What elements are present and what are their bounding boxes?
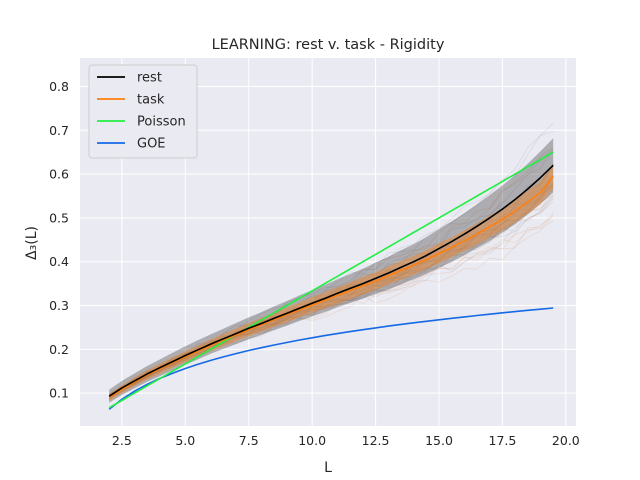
y-tick-label: 0.4 <box>49 254 69 269</box>
x-tick-label: 20.0 <box>552 433 580 448</box>
subject-trace <box>108 195 554 400</box>
subject-trace <box>108 197 554 396</box>
subject-trace <box>108 187 554 400</box>
legend-label-goe: GOE <box>137 137 166 152</box>
task-series-line <box>108 175 554 399</box>
x-tick-label: 7.5 <box>239 433 259 448</box>
subject-trace <box>109 212 554 396</box>
legend: rest task Poisson GOE <box>88 64 198 159</box>
x-tick-label: 5.0 <box>175 433 195 448</box>
y-tick-label: 0.8 <box>49 79 69 94</box>
y-axis-label: Δ₃(L) <box>24 226 40 260</box>
subject-trace <box>108 122 554 396</box>
legend-label-rest: rest <box>137 71 162 86</box>
data-layer <box>108 122 554 410</box>
subject-trace <box>108 193 554 400</box>
subject-trace <box>108 201 554 398</box>
x-tick-label: 12.5 <box>362 433 390 448</box>
subject-trace <box>108 130 554 395</box>
subject-trace <box>108 214 554 396</box>
y-tick-label: 0.5 <box>49 210 69 225</box>
subject-trace <box>108 184 554 399</box>
subject-trace <box>108 147 554 400</box>
subject-trace <box>108 220 554 400</box>
subject-trace <box>108 147 554 396</box>
chart-title: LEARNING: rest v. task - Rigidity <box>212 37 445 53</box>
x-tick-label: 17.5 <box>489 433 517 448</box>
y-tick-label: 0.7 <box>49 123 69 138</box>
x-tick-label: 10.0 <box>298 433 326 448</box>
subject-trace <box>108 181 554 397</box>
rest-confidence-band <box>109 138 554 403</box>
y-tick-label: 0.1 <box>49 386 69 401</box>
y-tick-label: 0.2 <box>49 342 69 357</box>
x-tick-label: 15.0 <box>425 433 453 448</box>
legend-label-poisson: Poisson <box>137 115 186 130</box>
x-tick-label: 2.5 <box>112 433 132 448</box>
subject-trace <box>108 166 554 396</box>
y-tick-label: 0.6 <box>49 167 69 182</box>
y-tick-label: 0.3 <box>49 298 69 313</box>
legend-label-task: task <box>137 93 165 108</box>
x-axis-label: L <box>324 460 332 476</box>
goe-series-line <box>108 307 554 410</box>
legend-box <box>88 64 198 159</box>
poisson-series-line <box>108 151 554 409</box>
subject-trace <box>108 184 554 397</box>
rest-series-line <box>108 164 554 397</box>
